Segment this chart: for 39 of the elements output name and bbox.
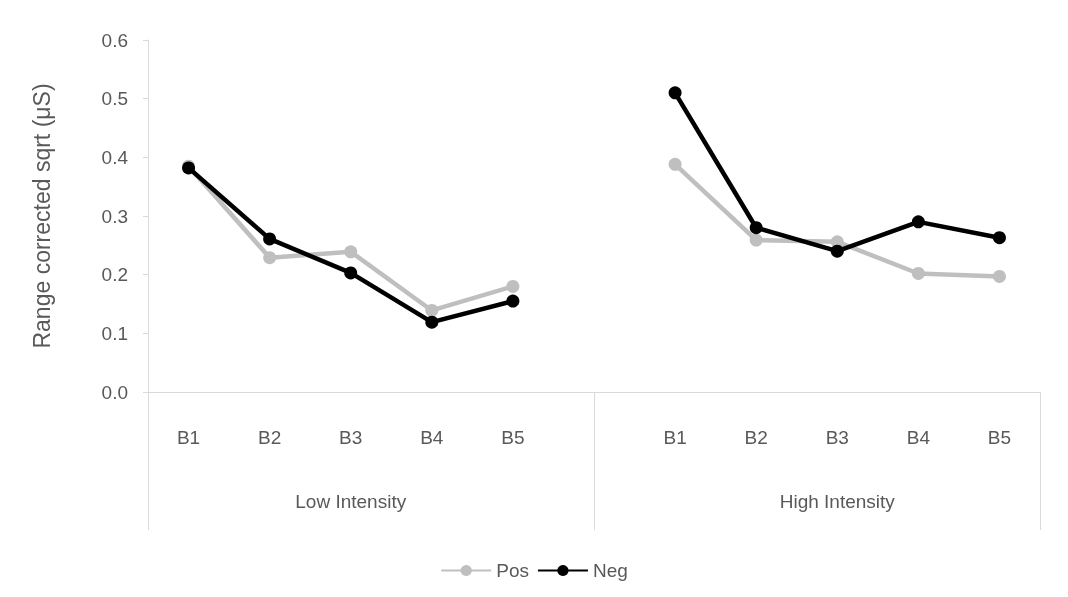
point (344, 266, 358, 280)
y-tick-label: 0.1 (101, 322, 128, 344)
point (830, 244, 844, 258)
point (992, 269, 1006, 283)
legend-label: Neg (592, 560, 628, 581)
point (668, 157, 682, 171)
x-tick-label: B2 (258, 427, 282, 448)
point (506, 294, 520, 308)
y-tick-label: 0.6 (101, 29, 128, 51)
point (263, 232, 277, 246)
y-tick-label: 0.3 (101, 205, 128, 227)
x-tick-label: B2 (744, 427, 768, 448)
point (263, 251, 277, 265)
y-axis-title: Range corrected sqrt (μS) (28, 83, 55, 349)
x-tick-label: B5 (501, 427, 525, 448)
point (911, 267, 925, 280)
x-tick-label: B4 (906, 427, 931, 448)
x-tick-label: B3 (825, 427, 849, 448)
point (344, 245, 358, 259)
x-tick-label: B1 (663, 427, 687, 448)
y-tick-label: 0.0 (101, 381, 128, 403)
point (668, 86, 682, 100)
point (425, 315, 439, 329)
point (911, 215, 925, 229)
x-tick-label: B1 (176, 427, 201, 448)
y-tick-label: 0.2 (101, 264, 128, 286)
point (506, 279, 520, 293)
x-tick-label: B3 (339, 427, 363, 448)
y-tick-label: 0.5 (101, 88, 128, 110)
x-tick-label: B4 (420, 427, 444, 448)
point (992, 231, 1006, 245)
point (425, 303, 439, 317)
point (749, 221, 763, 235)
legend-label: Pos (496, 560, 529, 581)
text: High Intensity (779, 491, 896, 512)
x-tick-label: B5 (987, 427, 1012, 448)
y-tick-label: 0.4 (101, 146, 129, 168)
point (749, 233, 763, 247)
text: Low Intensity (295, 491, 407, 512)
